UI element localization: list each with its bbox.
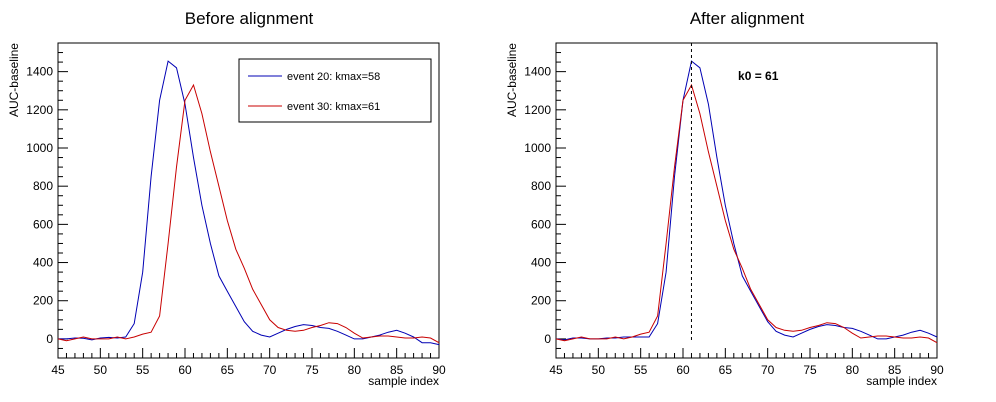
x-tick-label: 75 xyxy=(803,363,817,377)
y-tick-label: 600 xyxy=(33,217,53,231)
series-group xyxy=(57,60,440,346)
legend-label-event-20: event 20: kmax=58 xyxy=(287,71,380,83)
y-tick-label: 800 xyxy=(531,179,551,193)
x-tick-label: 50 xyxy=(94,363,108,377)
y-tick-label: 1000 xyxy=(524,141,551,155)
y-tick-label: 600 xyxy=(531,217,551,231)
x-tick-label: 45 xyxy=(549,363,563,377)
x-tick-label: 90 xyxy=(432,363,446,377)
x-tick-label: 70 xyxy=(761,363,775,377)
x-tick-label: 60 xyxy=(676,363,690,377)
series-line-1 xyxy=(57,83,440,344)
k0-annotation: k0 = 61 xyxy=(738,69,779,83)
panel-after-alignment: After alignment 0 200 400 600 800 1000 1200 140… xyxy=(505,9,944,388)
panel-before-alignment: Before alignment 0 200 400 600 800 1000 1200 14… xyxy=(7,9,446,388)
legend: event 20: kmax=58 event 30: kmax=61 xyxy=(238,58,432,123)
y-tick-label: 0 xyxy=(46,332,53,346)
legend-label-event-30: event 30: kmax=61 xyxy=(287,101,380,113)
y-tick-label: 1200 xyxy=(524,103,551,117)
x-tick-label: 80 xyxy=(348,363,362,377)
chart-title: After alignment xyxy=(690,9,805,28)
x-tick-label: 55 xyxy=(136,363,150,377)
y-tick-label: 0 xyxy=(544,332,551,346)
y-tick-label: 800 xyxy=(33,179,53,193)
x-tick-label: 45 xyxy=(51,363,65,377)
y-tick-label: 400 xyxy=(531,256,551,270)
x-tick-label: 65 xyxy=(221,363,235,377)
chart-title: Before alignment xyxy=(185,9,314,28)
y-tick-label: 400 xyxy=(33,256,53,270)
y-tick-label: 1200 xyxy=(26,103,53,117)
series-group xyxy=(555,60,938,344)
x-tick-label: 70 xyxy=(263,363,277,377)
x-tick-label: 60 xyxy=(178,363,192,377)
x-tick-label: 90 xyxy=(930,363,944,377)
y-axis-label: AUC-baseline xyxy=(7,43,21,117)
y-tick-label: 1400 xyxy=(26,65,53,79)
x-tick-label: 65 xyxy=(719,363,733,377)
y-tick-label: 1400 xyxy=(524,65,551,79)
x-tick-label: 75 xyxy=(305,363,319,377)
x-axis-label: sample index xyxy=(368,374,439,388)
y-tick-label: 1000 xyxy=(26,141,53,155)
plot-frame xyxy=(555,42,938,359)
x-axis: 45 50 55 60 65 70 75 80 85 90 xyxy=(51,348,446,377)
y-axis-label: AUC-baseline xyxy=(505,43,519,117)
x-tick-label: 85 xyxy=(390,363,404,377)
x-tick-label: 85 xyxy=(888,363,902,377)
x-tick-label: 80 xyxy=(846,363,860,377)
y-axis: 0 200 400 600 800 1000 1200 1400 xyxy=(524,42,566,359)
plot-frame xyxy=(57,42,440,359)
x-tick-label: 50 xyxy=(592,363,606,377)
series-line-0 xyxy=(555,60,938,341)
x-axis-label: sample index xyxy=(866,374,937,388)
x-tick-label: 55 xyxy=(634,363,648,377)
y-tick-label: 200 xyxy=(33,294,53,308)
x-axis: 45 50 55 60 65 70 75 80 85 90 xyxy=(549,348,944,377)
legend-box xyxy=(238,58,432,123)
y-tick-label: 200 xyxy=(531,294,551,308)
y-axis: 0 200 400 600 800 1000 1200 1400 xyxy=(26,42,68,359)
series-line-1 xyxy=(555,83,938,344)
